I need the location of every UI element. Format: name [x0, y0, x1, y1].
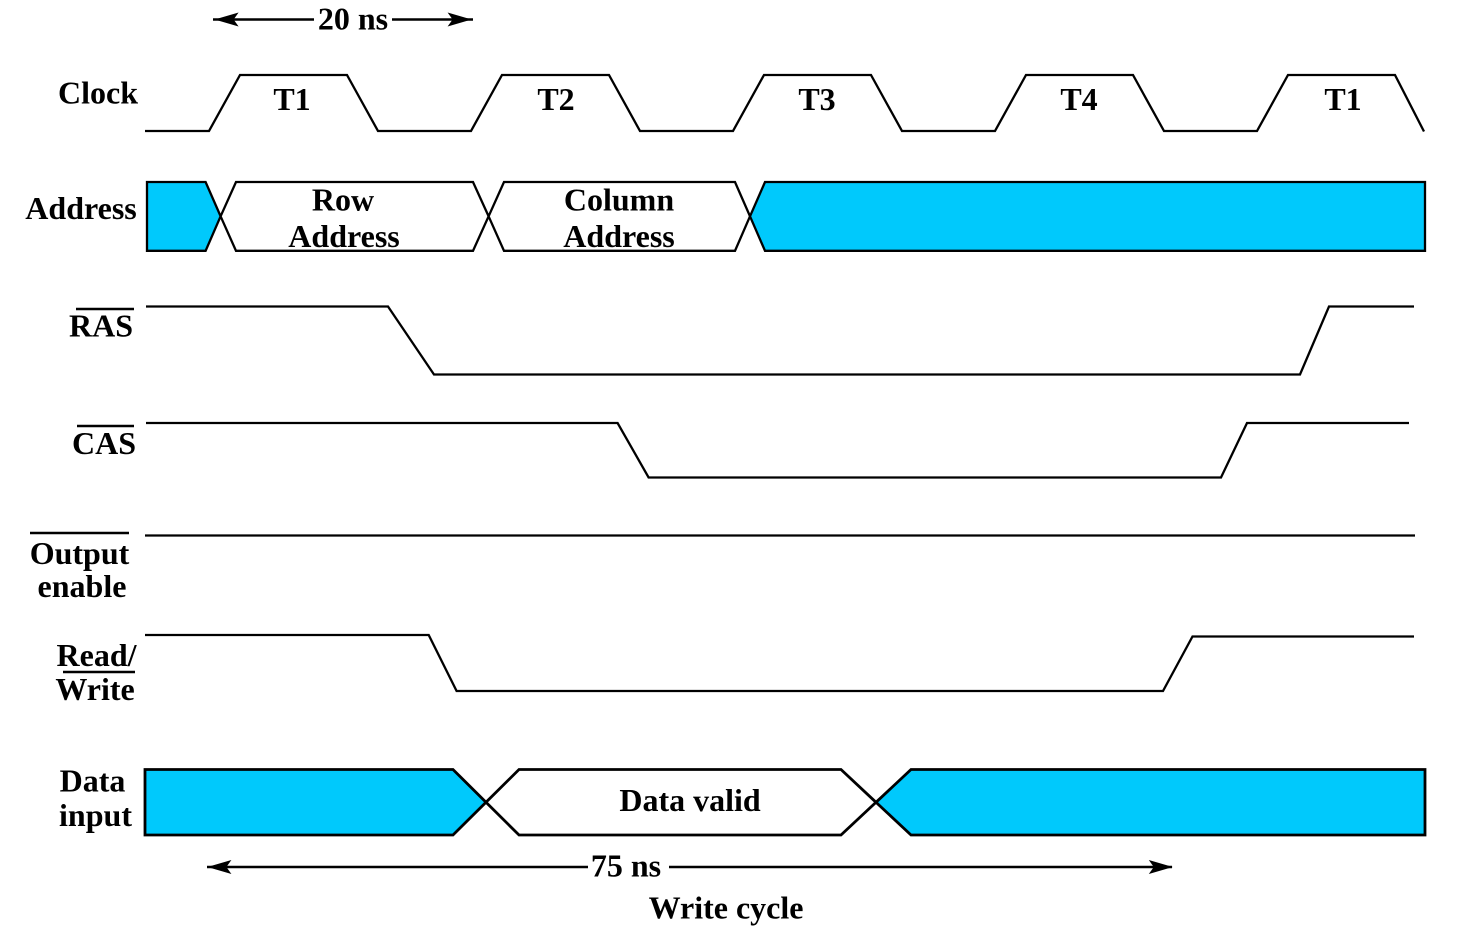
svg-text:Data valid: Data valid [619, 782, 761, 818]
svg-text:Address: Address [25, 190, 136, 226]
svg-text:Column: Column [564, 182, 674, 218]
svg-text:T2: T2 [537, 81, 574, 117]
svg-text:Clock: Clock [58, 75, 138, 111]
svg-text:Row: Row [312, 182, 374, 218]
svg-text:enable: enable [38, 568, 127, 604]
svg-text:input: input [59, 797, 132, 833]
svg-text:20 ns: 20 ns [318, 1, 388, 37]
svg-text:Address: Address [288, 218, 399, 254]
svg-text:Write cycle: Write cycle [649, 890, 804, 926]
svg-text:CAS: CAS [72, 425, 136, 461]
svg-text:Address: Address [563, 218, 674, 254]
svg-text:T1: T1 [273, 81, 310, 117]
svg-text:Data: Data [60, 763, 126, 799]
svg-text:75 ns: 75 ns [591, 848, 661, 884]
svg-text:Write: Write [55, 671, 134, 707]
svg-text:Read/: Read/ [57, 637, 138, 673]
svg-text:T4: T4 [1060, 81, 1097, 117]
svg-text:Output: Output [30, 535, 130, 571]
svg-text:T3: T3 [798, 81, 835, 117]
svg-text:T1: T1 [1324, 81, 1361, 117]
svg-text:RAS: RAS [69, 308, 133, 344]
